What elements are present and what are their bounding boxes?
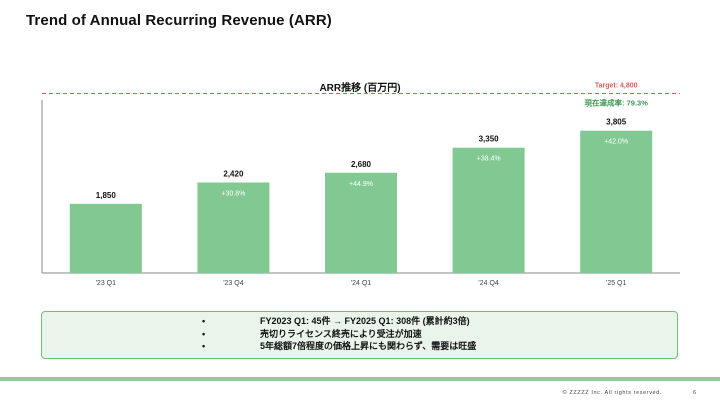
x-tick-label: '23 Q1 xyxy=(96,280,117,287)
bar xyxy=(325,172,397,273)
chart-title: ARR推移 (百万円) xyxy=(319,83,401,94)
bullet-icon: • xyxy=(202,341,206,351)
data-label: 1,850 xyxy=(96,191,117,200)
bar xyxy=(197,182,270,273)
bullet-icon: • xyxy=(202,316,206,326)
data-label: 2,420 xyxy=(223,169,244,178)
arr-chart: ARR推移 (百万円) 1,850 '23 Q1 2,420 +30.8% '23 Q4… xyxy=(41,82,680,287)
summary-item: • 売切りライセンス終売により受注が加速 xyxy=(42,328,677,341)
page-number: 6 xyxy=(692,390,696,396)
data-label: 2,680 xyxy=(351,160,372,169)
summary-item: • 5年総額7倍程度の価格上昇にも関わらず、需要は旺盛 xyxy=(42,340,677,353)
x-tick-label: '25 Q1 xyxy=(606,280,627,287)
summary-box: • FY2023 Q1: 45件 → FY2025 Q1: 308件 (累計約3倍… xyxy=(41,311,678,359)
target-label: Target: 4,800 xyxy=(595,82,638,89)
data-label: 3,805 xyxy=(606,118,627,127)
footer-copyright: © ZZZZZ Inc. All rights reserved. xyxy=(562,390,662,396)
summary-list: • FY2023 Q1: 45件 → FY2025 Q1: 308件 (累計約3倍… xyxy=(42,312,677,353)
data-label: 3,350 xyxy=(479,135,500,144)
bar xyxy=(69,203,142,273)
x-tick-label: '24 Q1 xyxy=(351,280,372,287)
growth-label: +42.0% xyxy=(604,139,628,146)
summary-item: • FY2023 Q1: 45件 → FY2025 Q1: 308件 (累計約3倍… xyxy=(42,315,677,328)
summary-item-text: 売切りライセンス終売により受注が加速 xyxy=(260,328,422,339)
page-title: Trend of Annual Recurring Revenue (ARR) xyxy=(26,12,332,29)
growth-label: +30.8% xyxy=(221,190,245,197)
x-tick-label: '23 Q4 xyxy=(223,280,244,287)
x-tick-label: '24 Q4 xyxy=(478,280,499,287)
bar xyxy=(580,130,653,273)
summary-item-text: 5年総額7倍程度の価格上昇にも関わらず、需要は旺盛 xyxy=(260,341,477,351)
growth-label: +38.4% xyxy=(477,156,501,163)
bar xyxy=(452,147,525,273)
summary-item-text: FY2023 Q1: 45件 → FY2025 Q1: 308件 (累計約3倍) xyxy=(260,316,470,326)
arr-bar-chart-svg: 1,850 '23 Q1 2,420 +30.8% '23 Q4 2,680 +44.9% '… xyxy=(41,82,680,287)
achievement-label: 現在達成率: 79.3% xyxy=(585,97,649,107)
footer-divider xyxy=(0,377,720,381)
bullet-icon: • xyxy=(202,328,206,339)
growth-label: +44.9% xyxy=(349,181,373,188)
